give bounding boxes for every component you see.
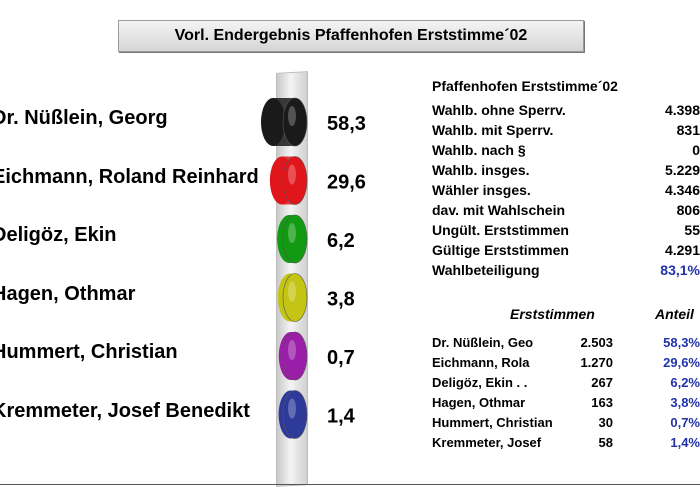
result-row: Hummert, Christian 30 0,7% xyxy=(432,415,700,430)
bar-4 xyxy=(277,273,308,322)
stats-row: dav. mit Wahlschein 806 xyxy=(432,202,700,218)
candidate-label: Dr. Nüßlein, Georg xyxy=(0,107,168,129)
stats-row: Ungült. Erststimmen 55 xyxy=(432,222,700,238)
stats-row-turnout: Wahlbeteiligung 83,1% xyxy=(432,262,700,278)
bar-2 xyxy=(269,156,308,205)
bar-5 xyxy=(278,331,308,381)
bar-1 xyxy=(261,97,308,147)
stats-row: Gültige Erststimmen 4.291 xyxy=(432,242,700,258)
candidate-label: Kremmeter, Josef Benedikt xyxy=(0,399,250,422)
stats-row: Wahlb. mit Sperrv. 831 xyxy=(432,122,700,138)
value-label: 29,6 xyxy=(327,172,366,194)
col-header-votes: Erststimmen xyxy=(510,306,595,322)
candidate-label: Hagen, Othmar xyxy=(0,282,136,305)
result-row: Eichmann, Rola 1.270 29,6% xyxy=(432,355,700,370)
bar-3 xyxy=(277,214,308,264)
stats-row: Wähler insges. 4.346 xyxy=(432,182,700,198)
result-row: Kremmeter, Josef 58 1,4% xyxy=(432,435,700,450)
stats-row: Wahlb. insges. 5.229 xyxy=(432,162,700,178)
col-header-share: Anteil xyxy=(655,306,694,322)
result-row: Deligöz, Ekin . . 267 6,2% xyxy=(432,375,700,390)
value-label: 3,8 xyxy=(327,289,355,311)
value-label: 0,7 xyxy=(327,347,355,369)
result-row: Dr. Nüßlein, Geo 2.503 58,3% xyxy=(432,335,700,350)
result-row: Hagen, Othmar 163 3,8% xyxy=(432,395,700,410)
value-label: 6,2 xyxy=(327,230,355,252)
bar-6 xyxy=(278,390,308,439)
chart-title: Vorl. Endergebnis Pfaffenhofen Erststimm… xyxy=(118,20,584,52)
candidate-label: Eichmann, Roland Reinhard xyxy=(0,165,259,188)
stats-heading: Pfaffenhofen Erststimme´02 xyxy=(432,78,618,94)
stats-row: Wahlb. ohne Sperrv. 4.398 xyxy=(432,102,700,118)
stats-row: Wahlb. nach § 0 xyxy=(432,142,700,158)
candidate-label: Deligöz, Ekin xyxy=(0,224,117,246)
candidate-label: Hummert, Christian xyxy=(0,341,178,363)
value-label: 58,3 xyxy=(327,113,366,135)
value-label: 1,4 xyxy=(327,406,356,428)
